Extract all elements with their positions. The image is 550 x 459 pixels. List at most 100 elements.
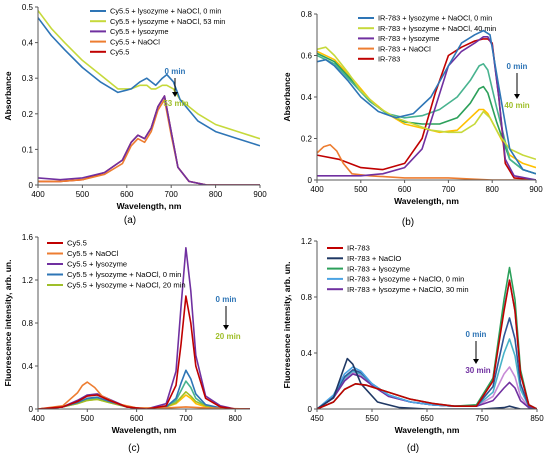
x-axis-title: Wavelength, nm <box>394 196 459 206</box>
x-tick-label: 650 <box>420 414 434 423</box>
series-group <box>38 247 250 409</box>
x-tick-label: 800 <box>486 185 500 194</box>
chart-panel-a: 400 500 600 700 800 900 0 0.1 0.2 0.3 0.4 0.5 Wavele… <box>3 3 267 226</box>
annotation-arrow-head <box>172 92 178 97</box>
y-tick-label: 0.4 <box>22 362 34 371</box>
x-tick-label: 400 <box>31 190 45 199</box>
x-tick-label: 600 <box>130 414 144 423</box>
series-line <box>38 391 250 409</box>
chart-panel-c: 400 500 600 700 800 0 0.4 0.8 1.2 1.6 Wavelength, … <box>3 233 250 454</box>
annotation-start-label: 0 min <box>507 62 528 71</box>
y-axis-title: Absorbance <box>282 72 292 121</box>
y-tick-label: 0 <box>308 405 313 414</box>
x-tick-label: 800 <box>229 414 243 423</box>
legend-label: Cy5.5 + lysozyme + NaOCl, 53 min <box>110 17 225 26</box>
legend-label: IR-783 <box>347 244 370 253</box>
x-tick-label: 700 <box>179 414 193 423</box>
annotation-start-label: 0 min <box>466 330 487 339</box>
y-tick-label: 0.1 <box>22 145 34 154</box>
y-tick-label: 0.8 <box>22 319 34 328</box>
x-tick-label: 900 <box>529 185 543 194</box>
series-line <box>317 143 536 180</box>
y-axis-title: Absorbance <box>3 71 13 120</box>
x-tick-label: 700 <box>442 185 456 194</box>
annotation-arrow-head <box>514 94 520 99</box>
panel-letter: (c) <box>128 443 140 454</box>
legend-label: IR-783 + lysozyme + NaOCl, 40 min <box>378 24 496 33</box>
x-tick-label: 500 <box>76 190 90 199</box>
panel-letter: (d) <box>407 443 419 454</box>
legend-label: Cy5.5 <box>110 48 129 57</box>
annotation-end-label: 40 min <box>504 101 529 110</box>
annotation-end-label: 30 min <box>465 366 490 375</box>
y-tick-label: 1.2 <box>22 276 34 285</box>
y-tick-label: 0.5 <box>22 3 34 12</box>
y-tick-label: 0.8 <box>301 293 313 302</box>
legend-label: Cy5.5 + NaOCl <box>110 37 160 46</box>
series-line <box>38 369 250 409</box>
x-tick-label: 750 <box>475 414 489 423</box>
x-tick-label: 600 <box>398 185 412 194</box>
legend-label: IR-783 + lysozyme <box>347 264 410 273</box>
series-line <box>38 10 260 140</box>
series-line <box>317 29 536 175</box>
x-tick-label: 850 <box>530 414 544 423</box>
y-tick-label: 1.2 <box>301 237 313 246</box>
chart-panel-d: 450 550 650 750 850 0 0.4 0.8 1.2 Wavelength, nm F… <box>282 237 544 454</box>
annotation-start-label: 0 min <box>165 67 186 76</box>
series-line <box>38 95 260 185</box>
series-line <box>317 36 536 180</box>
annotation-arrow-head <box>473 359 479 364</box>
annotation-arrow-head <box>223 325 229 330</box>
y-tick-label: 0.4 <box>301 93 313 102</box>
series-line <box>317 46 536 161</box>
x-tick-label: 500 <box>354 185 368 194</box>
x-axis-title: Wavelength, nm <box>117 201 182 211</box>
x-tick-label: 450 <box>310 414 324 423</box>
panel-letter: (b) <box>402 217 414 228</box>
annotation-end-label: 20 min <box>215 332 240 341</box>
y-tick-label: 0.6 <box>301 52 313 61</box>
series-line <box>38 95 260 185</box>
legend-label: Cy5.5 + lysozyme <box>67 260 127 269</box>
annotation-start-label: 0 min <box>216 295 237 304</box>
y-tick-label: 0.2 <box>22 110 34 119</box>
y-tick-label: 0 <box>308 176 313 185</box>
x-tick-label: 800 <box>209 190 223 199</box>
y-axis-title: Fluorescence intensity, arb. un. <box>3 260 13 387</box>
y-tick-label: 0.2 <box>301 135 313 144</box>
series-line <box>317 357 537 409</box>
series-line <box>317 279 537 409</box>
legend-label: Cy5.5 + lysozyme <box>110 27 169 36</box>
x-tick-label: 600 <box>120 190 134 199</box>
y-tick-label: 0.3 <box>22 74 34 83</box>
y-tick-label: 0 <box>29 405 34 414</box>
y-tick-label: 1.6 <box>22 233 34 242</box>
series-line <box>38 381 250 409</box>
legend-label: Cy5.5 + lysozyme + NaOCl, 0 min <box>67 270 181 279</box>
legend-label: IR-783 + lysozyme + NaOCl, 0 min <box>378 14 492 23</box>
legend-label: Cy5.5 + lysozyme + NaOCl, 20 min <box>67 281 186 290</box>
legend-label: Cy5.5 + lysozyme + NaOCl, 0 min <box>110 7 221 16</box>
panel-letter: (a) <box>124 215 136 226</box>
x-axis-title: Wavelength, nm <box>395 425 460 435</box>
annotation-end-label: 53 min <box>163 99 188 108</box>
y-tick-label: 0.8 <box>301 10 313 19</box>
series-group <box>38 10 260 185</box>
series-line <box>317 317 537 409</box>
legend-label: IR-783 + NaClO <box>347 254 401 263</box>
x-tick-label: 700 <box>165 190 179 199</box>
x-axis-title: Wavelength, nm <box>112 425 177 435</box>
series-line <box>38 98 260 185</box>
x-tick-label: 400 <box>310 185 324 194</box>
series-line <box>38 17 260 147</box>
y-tick-label: 0.4 <box>22 39 34 48</box>
x-tick-label: 550 <box>365 414 379 423</box>
legend-label: IR-783 + lysozyme + NaClO, 0 min <box>347 275 464 284</box>
y-tick-label: 0.4 <box>301 349 313 358</box>
legend-label: IR-783 <box>378 55 400 64</box>
legend-label: Cy5.5 + NaOCl <box>67 249 119 258</box>
